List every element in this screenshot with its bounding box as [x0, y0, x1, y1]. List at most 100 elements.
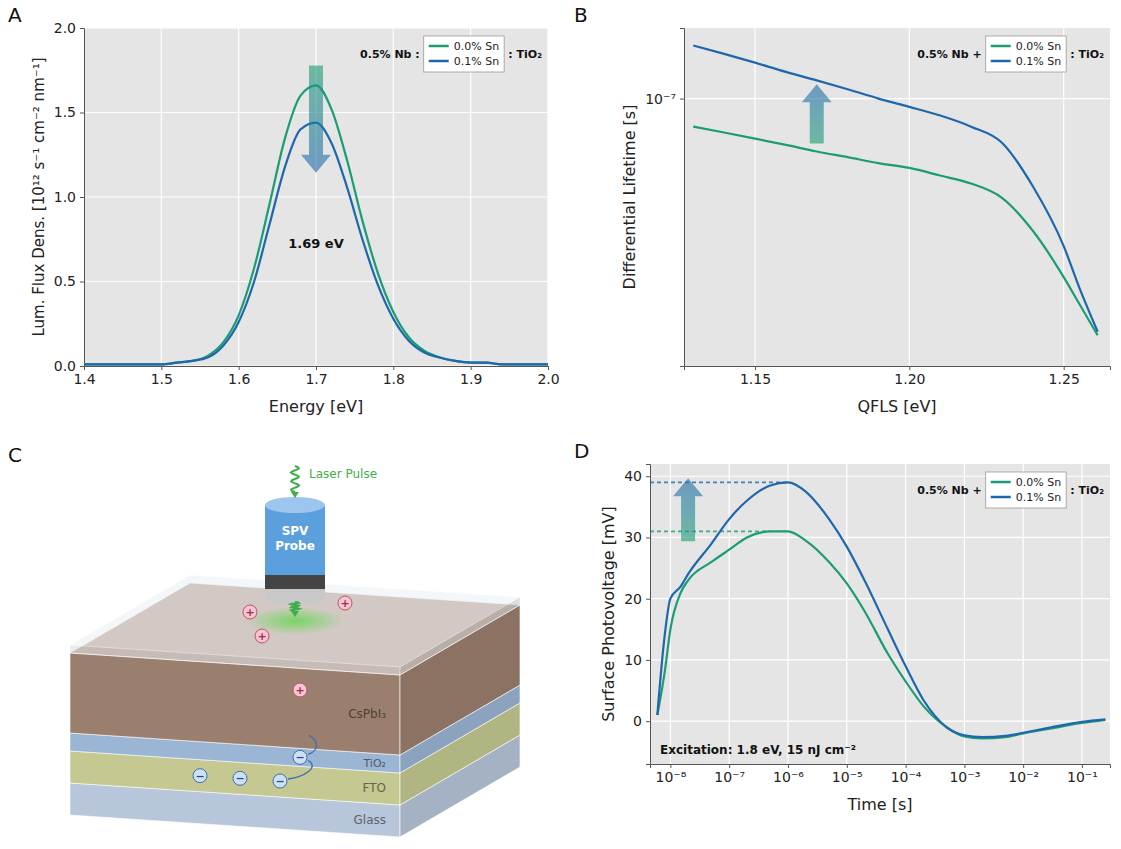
- tick: 10⁻⁴: [891, 764, 922, 785]
- transfer-arrow: [288, 760, 312, 779]
- x-axis-title: Energy [eV]: [269, 397, 363, 416]
- tick-label: 2.0: [537, 371, 559, 387]
- electron: [273, 774, 287, 788]
- grid-line: [84, 27, 548, 28]
- tick-mark: [471, 366, 472, 370]
- hole: [255, 629, 269, 643]
- tick-label: 1.5: [54, 104, 76, 120]
- series-line: [657, 482, 1105, 737]
- grid-line: [1081, 464, 1082, 764]
- hole: [338, 596, 352, 610]
- tick: 1.7: [305, 366, 327, 387]
- tick: 10⁻⁷: [714, 764, 745, 785]
- tick-mark: [646, 660, 650, 661]
- laser-wave: [291, 602, 299, 611]
- layer-front: [70, 645, 400, 675]
- plot-marks: [693, 46, 1097, 336]
- tick-label: 2.0: [54, 20, 76, 36]
- x-axis: 1.151.201.25: [685, 366, 1111, 387]
- tick: 10⁻⁶: [773, 764, 804, 785]
- tick: 1.5: [151, 366, 173, 387]
- tick: 1.6: [228, 366, 250, 387]
- x-axis: 1.4 1.5 1.6 1.7 1.8 1.9 2.0: [73, 366, 559, 387]
- charge-symbol: −: [295, 751, 304, 764]
- legend-box: [424, 36, 504, 72]
- legend-swatch: [429, 45, 449, 48]
- plot-marks: [650, 482, 1105, 738]
- tick: 40: [624, 468, 650, 484]
- panel-letter: A: [8, 3, 22, 27]
- tick-label: 0.0: [54, 358, 76, 374]
- axis-line: [85, 367, 549, 371]
- probe-tip: [265, 589, 325, 597]
- charge-symbol: +: [257, 630, 266, 643]
- tick-mark: [316, 366, 317, 370]
- legend-prefix: 0.5% Nb +: [917, 48, 981, 61]
- tick-label: 1.25: [1049, 371, 1080, 387]
- tick-label: 40: [624, 468, 642, 484]
- legend-item: 0.0% Sn: [429, 40, 499, 53]
- tick-mark: [788, 764, 789, 768]
- charge-symbol: −: [235, 772, 244, 785]
- charge-symbol: +: [295, 684, 304, 697]
- plot-background: [650, 464, 1110, 764]
- tick-label: 1.9: [460, 371, 482, 387]
- grid-line: [650, 598, 1110, 599]
- legend-suffix: : TiO₂: [1070, 484, 1104, 497]
- legend-suffix: : TiO₂: [508, 48, 542, 61]
- grid-line: [650, 659, 1110, 660]
- tick-label: 10⁻²: [1008, 769, 1039, 785]
- tick-mark: [1082, 764, 1083, 768]
- legend-label: 0.1% Sn: [1016, 55, 1061, 68]
- plot-background: [684, 28, 1110, 366]
- tick-mark: [646, 721, 650, 722]
- layer-label: CsPbI₃: [348, 707, 386, 721]
- legend-item: 0.1% Sn: [991, 55, 1061, 68]
- grid-line: [84, 196, 548, 197]
- tick: 0.0: [54, 358, 84, 374]
- tick-label: 1.20: [894, 371, 925, 387]
- tick-mark: [670, 764, 671, 768]
- grid-line: [1063, 28, 1064, 366]
- tick: 1.4: [73, 366, 95, 387]
- tick-mark: [1023, 764, 1024, 768]
- panel-letter: B: [574, 3, 588, 27]
- tick-mark: [964, 764, 965, 768]
- grid-line: [909, 28, 910, 366]
- layer-label: FTO: [363, 781, 386, 795]
- tick-label: 10⁻⁸: [655, 769, 686, 785]
- probe-top: [265, 497, 325, 513]
- tick-mark: [1064, 366, 1065, 370]
- tick-mark: [80, 113, 84, 114]
- grid-line: [754, 28, 755, 366]
- tick-mark: [646, 476, 650, 477]
- layer-side: [400, 597, 520, 675]
- tick-label: 1.6: [228, 371, 250, 387]
- charge-symbol: +: [340, 597, 349, 610]
- electron: [233, 771, 247, 785]
- tick-mark: [80, 282, 84, 283]
- figure: A1.41.51.61.71.81.92.00.00.51.01.52.0Ene…: [0, 0, 1121, 849]
- tick-mark: [680, 99, 684, 100]
- x-axis: 10⁻⁸10⁻⁷10⁻⁶10⁻⁵10⁻⁴10⁻³10⁻²10⁻¹: [651, 764, 1111, 785]
- tick-mark: [847, 764, 848, 768]
- tick-label: 10: [624, 652, 642, 668]
- series-line: [657, 531, 1105, 738]
- y-axis: 010203040: [624, 465, 650, 765]
- annotation: Excitation: 1.8 eV, 15 nJ cm⁻²: [660, 743, 856, 757]
- grid-line: [684, 98, 1110, 99]
- tick-mark: [161, 366, 162, 370]
- y-axis-title: Surface Photovoltage [mV]: [599, 506, 618, 722]
- annotation: 1.69 eV: [288, 236, 343, 251]
- axis-line: [685, 367, 1111, 371]
- series-line: [693, 127, 1097, 336]
- tick-label: 1.8: [383, 371, 405, 387]
- tick-label: 1.4: [73, 371, 95, 387]
- legend-label: 0.0% Sn: [454, 40, 499, 53]
- tick: 30: [624, 529, 650, 545]
- grid-line: [650, 721, 1110, 722]
- tick-label: 20: [624, 591, 642, 607]
- legend-item: 0.0% Sn: [991, 40, 1061, 53]
- tick: 0.5: [54, 273, 84, 289]
- tick: 1.8: [383, 366, 405, 387]
